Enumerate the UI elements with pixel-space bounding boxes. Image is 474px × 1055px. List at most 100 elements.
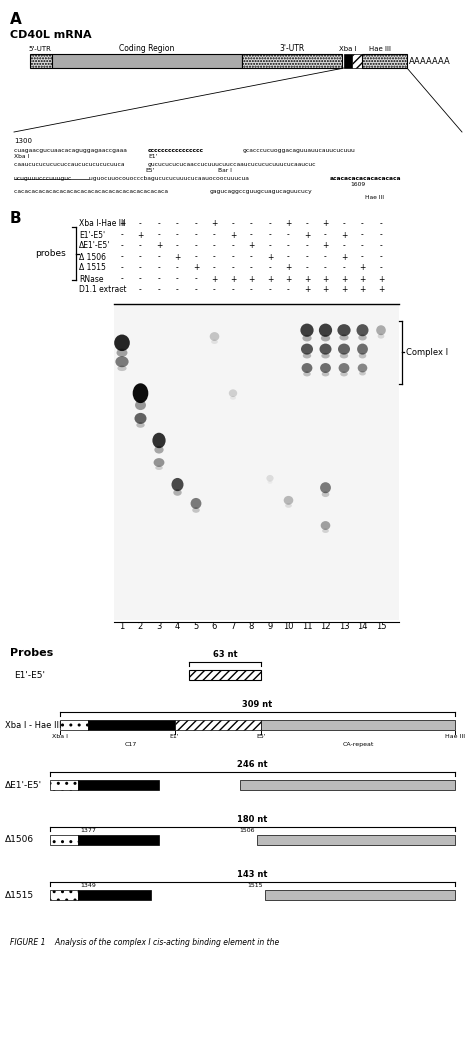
Ellipse shape	[359, 371, 366, 376]
Text: E1': E1'	[170, 734, 179, 738]
Text: +: +	[267, 274, 273, 284]
Ellipse shape	[173, 490, 182, 496]
Ellipse shape	[301, 324, 314, 337]
Text: Coding Region: Coding Region	[119, 44, 175, 53]
Ellipse shape	[337, 324, 351, 337]
Text: -: -	[120, 230, 123, 239]
Text: CD40L mRNA: CD40L mRNA	[10, 30, 91, 40]
Text: 10: 10	[283, 622, 294, 631]
Text: -: -	[380, 230, 383, 239]
Text: -: -	[306, 264, 309, 272]
Text: -: -	[250, 252, 253, 262]
Bar	[256, 835, 455, 845]
Bar	[362, 54, 407, 68]
Text: +: +	[304, 230, 310, 239]
Text: -: -	[269, 286, 272, 294]
Text: 6: 6	[212, 622, 217, 631]
Text: 180 nt: 180 nt	[237, 816, 268, 824]
Text: +: +	[230, 274, 236, 284]
Text: -: -	[343, 264, 346, 272]
Text: -: -	[139, 252, 142, 262]
Ellipse shape	[303, 371, 311, 377]
Text: +: +	[304, 286, 310, 294]
Ellipse shape	[340, 371, 348, 377]
Text: +: +	[322, 286, 328, 294]
Text: +: +	[359, 286, 365, 294]
Text: +: +	[304, 274, 310, 284]
Ellipse shape	[172, 478, 183, 492]
Text: -: -	[158, 274, 160, 284]
Text: 15: 15	[376, 622, 386, 631]
Bar	[240, 780, 455, 790]
Text: E5': E5'	[145, 168, 155, 173]
Text: -: -	[287, 230, 290, 239]
Text: RNase: RNase	[79, 274, 103, 284]
Text: -: -	[195, 242, 197, 250]
Text: -: -	[139, 264, 142, 272]
Text: +: +	[137, 230, 144, 239]
Text: +: +	[285, 219, 292, 229]
Ellipse shape	[118, 366, 127, 371]
Text: +: +	[119, 219, 125, 229]
Bar	[50, 835, 78, 845]
Text: E5': E5'	[256, 734, 266, 738]
Text: 309 nt: 309 nt	[242, 701, 273, 709]
Text: E1'-E5': E1'-E5'	[14, 671, 45, 679]
Text: Xba I: Xba I	[52, 734, 68, 738]
Text: -: -	[176, 242, 179, 250]
Text: -: -	[269, 264, 272, 272]
Text: -: -	[195, 230, 197, 239]
Text: -: -	[158, 219, 160, 229]
Text: -: -	[324, 230, 327, 239]
Text: -: -	[195, 274, 197, 284]
Text: cacacacacacacacacacacacacacacacacacacacacaca: cacacacacacacacacacacacacacacacacacacaca…	[14, 189, 170, 194]
Text: +: +	[341, 286, 347, 294]
Bar	[78, 780, 159, 790]
Text: -: -	[306, 242, 309, 250]
Bar	[352, 54, 362, 68]
Text: E1'-E5': E1'-E5'	[79, 230, 105, 239]
Bar	[78, 890, 151, 900]
Text: ΔE1'-E5': ΔE1'-E5'	[79, 242, 110, 250]
Ellipse shape	[321, 521, 330, 530]
Text: Δ 1515: Δ 1515	[79, 264, 106, 272]
Text: -: -	[287, 286, 290, 294]
Text: 1349: 1349	[81, 883, 96, 888]
Text: -: -	[287, 252, 290, 262]
Text: A: A	[10, 12, 22, 27]
Text: -: -	[195, 252, 197, 262]
Text: -: -	[324, 252, 327, 262]
Text: -: -	[139, 242, 142, 250]
Text: Xba I-Hae III: Xba I-Hae III	[79, 219, 126, 229]
Text: -: -	[176, 230, 179, 239]
Ellipse shape	[320, 482, 331, 494]
Text: 5: 5	[193, 622, 199, 631]
Text: +: +	[341, 274, 347, 284]
Text: ucuguuucccuuuguc: ucuguuucccuuuguc	[14, 176, 73, 181]
Ellipse shape	[322, 492, 329, 497]
Text: -: -	[269, 242, 272, 250]
Ellipse shape	[229, 389, 237, 397]
Ellipse shape	[338, 363, 349, 373]
Ellipse shape	[319, 344, 331, 354]
Bar	[262, 720, 455, 730]
Text: -: -	[361, 230, 364, 239]
Text: E1': E1'	[148, 154, 157, 159]
Text: -: -	[139, 274, 142, 284]
Bar	[174, 720, 262, 730]
Text: cuagaacgucuaacacaguggagaaccgaaa: cuagaacgucuaacacaguggagaaccgaaa	[14, 148, 129, 153]
Ellipse shape	[210, 332, 219, 341]
Text: 7: 7	[230, 622, 236, 631]
Text: 1377: 1377	[81, 828, 96, 833]
Bar	[88, 720, 174, 730]
Ellipse shape	[211, 340, 218, 344]
Ellipse shape	[133, 383, 148, 403]
Text: Probes: Probes	[10, 648, 53, 658]
Text: -: -	[250, 286, 253, 294]
Text: +: +	[285, 264, 292, 272]
Text: D1.1 extract: D1.1 extract	[79, 286, 127, 294]
Text: -: -	[380, 242, 383, 250]
Bar	[264, 890, 455, 900]
Text: -: -	[269, 230, 272, 239]
Text: -: -	[120, 242, 123, 250]
